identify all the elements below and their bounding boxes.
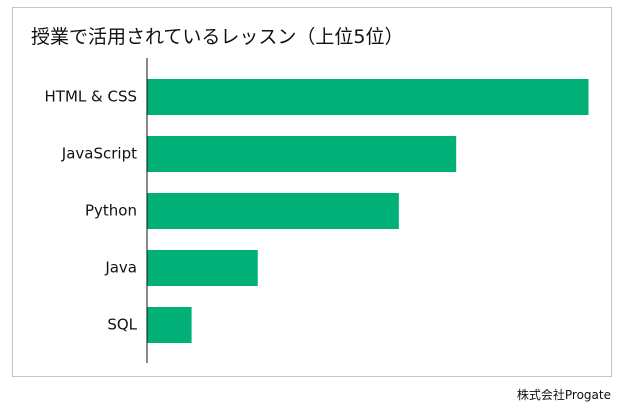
category-label: Python [85,202,137,220]
category-label: HTML & CSS [45,88,138,106]
category-labels-group: HTML & CSS JavaScript Python Java SQL [45,88,138,334]
bar-html-css [147,79,589,115]
source-credit: 株式会社Progate [516,388,611,402]
bar-python [147,193,399,229]
chart-frame: 授業で活用されているレッスン（上位5位） HTML & CSS JavaScrip… [12,7,612,377]
bars-group [147,79,589,343]
bar-java [147,250,258,286]
bar-chart: HTML & CSS JavaScript Python Java SQL [45,58,589,363]
chart-title: 授業で活用されているレッスン（上位5位） [31,26,404,48]
category-label: SQL [107,316,137,334]
bar-javascript [147,136,457,172]
category-label: Java [104,259,137,277]
category-label: JavaScript [61,145,137,163]
bar-sql [147,307,192,343]
